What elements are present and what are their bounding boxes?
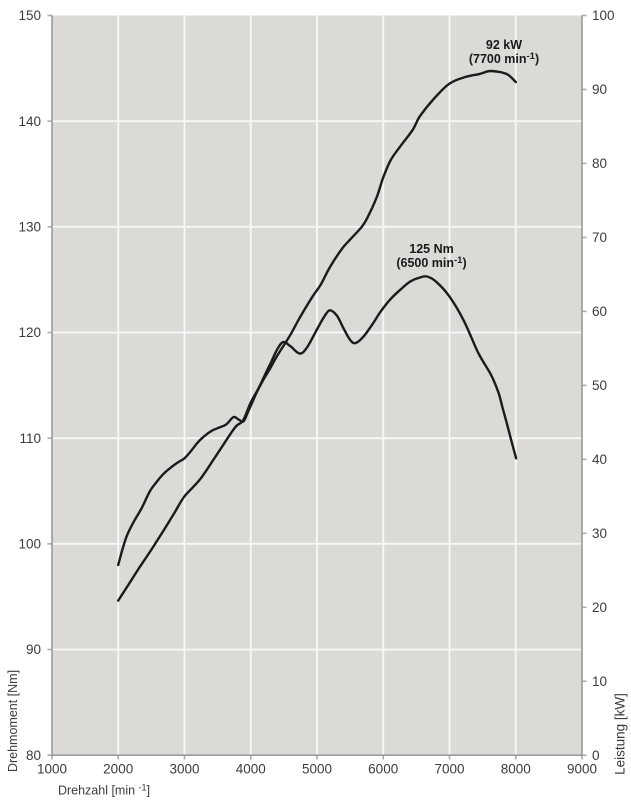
svg-text:60: 60 — [592, 304, 607, 319]
svg-text:150: 150 — [18, 8, 41, 23]
svg-text:120: 120 — [18, 325, 41, 340]
svg-text:110: 110 — [19, 431, 41, 446]
svg-text:4000: 4000 — [236, 762, 266, 777]
svg-text:9000: 9000 — [567, 762, 597, 777]
svg-text:3000: 3000 — [169, 762, 199, 777]
svg-text:100: 100 — [592, 8, 615, 23]
svg-text:80: 80 — [592, 156, 607, 171]
svg-text:10: 10 — [592, 674, 607, 689]
svg-text:Drehzahl [min -1]: Drehzahl [min -1] — [58, 783, 150, 798]
svg-text:130: 130 — [18, 220, 41, 235]
svg-text:125 Nm: 125 Nm — [409, 242, 453, 256]
svg-text:30: 30 — [592, 526, 607, 541]
svg-text:(6500 min-1): (6500 min-1) — [396, 255, 466, 270]
svg-text:(7700 min-1): (7700 min-1) — [469, 51, 539, 66]
svg-text:70: 70 — [592, 230, 607, 245]
svg-text:8000: 8000 — [501, 762, 531, 777]
svg-text:92 kW: 92 kW — [486, 38, 522, 52]
svg-text:Leistung [kW]: Leistung [kW] — [613, 693, 628, 775]
svg-text:50: 50 — [592, 378, 607, 393]
svg-text:100: 100 — [18, 537, 41, 552]
svg-text:40: 40 — [592, 452, 607, 467]
svg-text:0: 0 — [592, 748, 600, 763]
svg-text:7000: 7000 — [434, 762, 464, 777]
svg-text:80: 80 — [26, 748, 41, 763]
svg-text:90: 90 — [26, 642, 41, 657]
svg-text:1000: 1000 — [37, 762, 67, 777]
svg-text:2000: 2000 — [103, 762, 133, 777]
svg-text:140: 140 — [18, 114, 41, 129]
svg-text:90: 90 — [592, 82, 607, 97]
svg-text:Drehmoment [Nm]: Drehmoment [Nm] — [6, 670, 20, 772]
svg-text:20: 20 — [592, 600, 607, 615]
svg-text:5000: 5000 — [302, 762, 332, 777]
svg-text:6000: 6000 — [368, 762, 398, 777]
